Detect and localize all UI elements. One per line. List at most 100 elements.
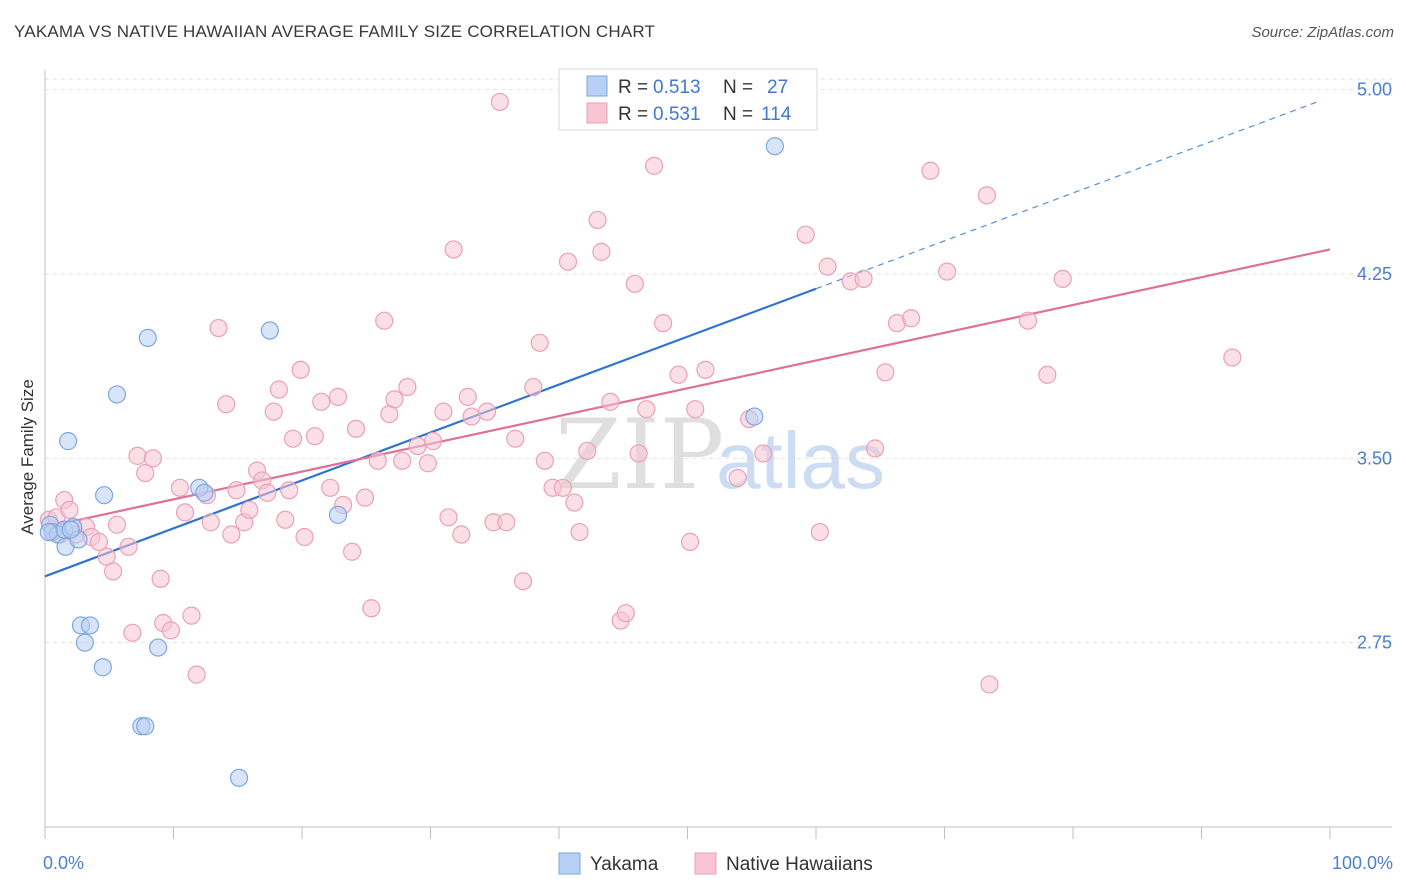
point-hawaiian [601,392,620,411]
point-yakama [39,522,58,542]
point-hawaiian [977,186,997,205]
legend-r-label-hawaiian: R = [618,104,648,125]
point-hawaiian [462,407,481,426]
point-hawaiian [312,392,331,411]
point-hawaiian [1018,311,1038,330]
point-hawaiian [128,446,147,465]
point-hawaiian [182,606,201,625]
point-hawaiian [625,274,644,293]
point-hawaiian [136,463,155,483]
point-hawaiian [227,481,246,500]
point-hawaiian [1223,348,1242,367]
point-hawaiian [728,468,747,488]
point-hawaiian [578,441,597,461]
point-hawaiian [854,269,873,289]
point-hawaiian [368,451,387,470]
point-hawaiian [680,532,700,551]
point-hawaiian [1038,365,1057,384]
point-hawaiian [328,387,348,406]
point-hawaiian [452,525,471,544]
legend-swatch-hawaiian [586,102,608,124]
point-hawaiian [553,478,572,497]
legend-r-value-yakama: 0.513 [653,77,701,98]
point-hawaiian [375,311,394,330]
point-hawaiian [1053,269,1072,289]
legend-swatch-yakama [586,75,608,97]
grid-layer [45,78,1392,644]
point-yakama [138,328,157,347]
point-hawaiian [209,318,228,338]
point-hawaiian [170,478,190,497]
point-hawaiian [240,500,259,520]
point-yakama [95,486,114,505]
point-hawaiian [321,478,340,497]
point-hawaiian [653,314,673,333]
point-hawaiian [637,400,656,419]
point-hawaiian [393,451,412,470]
point-yakama [765,137,784,156]
point-yakama [75,633,94,652]
x-tick-label-start: 0.0% [43,853,84,873]
point-hawaiian [565,493,584,512]
point-hawaiian [796,225,815,244]
point-hawaiian [477,402,497,421]
point-hawaiian [280,481,299,500]
point-hawaiian [530,333,549,352]
point-hawaiian [570,522,589,542]
point-yakama [745,407,764,426]
point-hawaiian [89,532,109,551]
point-yakama [61,520,80,539]
point-yakama [195,483,214,502]
point-hawaiian [291,360,310,379]
watermark: ZIP atlas [555,399,885,511]
tick-label-layer: 2.75 3.50 4.25 5.00 0.0% 100.0% [43,80,1393,873]
point-hawaiian [629,444,648,463]
point-hawaiian [104,562,123,581]
point-hawaiian [258,483,277,502]
point-hawaiian [669,365,688,384]
y-tick-label: 3.50 [1357,448,1392,468]
point-hawaiian [901,309,921,328]
point-yakama [93,658,112,677]
point-hawaiian [810,522,829,542]
point-hawaiian [175,503,195,522]
legend-n-value-yakama: 27 [767,77,788,98]
point-hawaiian [434,402,453,421]
point-hawaiian [588,210,607,230]
point-hawaiian [980,675,999,694]
point-hawaiian [269,380,288,399]
legend-n-label-yakama: N = [723,77,753,98]
point-yakama [260,321,279,340]
axis-layer [44,70,1392,839]
bottom-legend-swatch-hawaiian [694,852,717,875]
y-tick-label: 5.00 [1357,80,1392,100]
point-hawaiian [305,427,324,446]
point-hawaiian [439,508,458,527]
point-hawaiian [506,429,525,448]
bottom-legend-swatch-yakama [558,852,581,875]
point-hawaiian [151,569,170,588]
point-yakama [107,385,127,404]
point-hawaiian [876,363,895,382]
point-hawaiian [937,262,957,281]
point-hawaiian [696,360,715,379]
point-yakama [148,638,168,657]
point-hawaiian [264,402,283,421]
point-yakama [229,768,249,787]
bottom-legend-label-hawaiian: Native Hawaiians [726,854,873,875]
point-hawaiian [616,604,635,623]
chart-source: Source: ZipAtlas.com [1251,24,1394,41]
chart-title: YAKAMA VS NATIVE HAWAIIAN AVERAGE FAMILY… [14,22,656,41]
point-hawaiian [458,387,477,406]
point-hawaiian [60,500,79,520]
point-hawaiian [276,510,295,529]
point-hawaiian [754,444,773,463]
point-hawaiian [490,92,509,112]
point-yakama [59,432,78,451]
top-legend: R = 0.513 N = 27 R = 0.531 N = 114 [558,68,818,131]
point-hawaiian [818,257,837,276]
point-yakama [80,616,100,635]
point-yakama [136,717,155,736]
point-hawaiian [123,623,142,642]
